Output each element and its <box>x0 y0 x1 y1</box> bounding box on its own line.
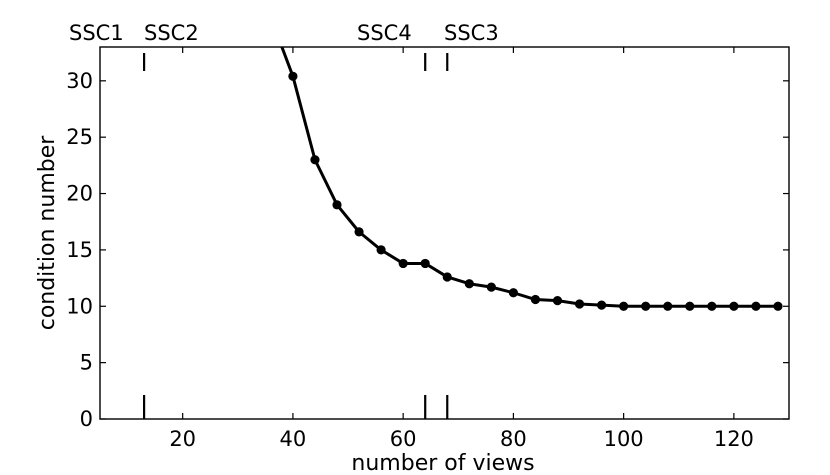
y-tick-label: 0 <box>80 407 93 431</box>
x-tick-label: 100 <box>604 427 644 451</box>
data-point <box>464 279 474 289</box>
plot-area <box>280 47 783 311</box>
data-point <box>332 200 342 210</box>
ssc-marker-ticks <box>142 53 449 419</box>
data-point <box>508 288 518 298</box>
data-point <box>354 227 364 237</box>
ssc-marker-label-ssc3: SSC3 <box>444 21 499 45</box>
data-point <box>685 301 695 311</box>
y-tick-label: 30 <box>66 69 93 93</box>
x-tick-label: 120 <box>714 427 754 451</box>
data-point <box>729 301 739 311</box>
series-line <box>280 47 778 308</box>
plot-frame <box>99 46 790 420</box>
tick-labels: 20 40 60 80 100 120 0 5 10 15 20 25 30 <box>66 69 754 451</box>
ssc-marker-label-ssc4: SSC4 <box>357 21 412 45</box>
data-point <box>310 155 320 165</box>
data-point <box>751 301 761 311</box>
y-tick-label: 10 <box>66 294 93 318</box>
y-tick-label: 25 <box>66 125 93 149</box>
data-point <box>773 301 783 311</box>
data-point <box>398 258 408 269</box>
x-tick-label: 20 <box>169 427 196 451</box>
ssc-marker-label-ssc2: SSC2 <box>144 21 199 45</box>
data-point <box>641 301 651 311</box>
data-point <box>619 301 629 311</box>
x-tick-label: 80 <box>500 427 527 451</box>
data-point <box>376 245 386 255</box>
data-point <box>574 299 585 309</box>
data-point <box>596 300 607 310</box>
x-tick-label: 40 <box>280 427 307 451</box>
data-point <box>707 301 717 311</box>
y-tick-label: 15 <box>66 238 93 262</box>
data-point <box>442 272 452 282</box>
y-tick-label: 20 <box>66 182 93 206</box>
ssc-marker-labels: SSC1 SSC2 SSC4 SSC3 <box>69 21 499 45</box>
ssc-marker-label-ssc1: SSC1 <box>69 21 124 45</box>
axis-ticks <box>100 47 789 420</box>
data-point <box>420 258 430 269</box>
data-point <box>552 296 563 306</box>
x-tick-label: 60 <box>390 427 417 451</box>
x-axis-label: number of views <box>351 451 534 475</box>
y-tick-label: 5 <box>80 351 93 375</box>
y-axis-label: condition number <box>35 135 60 331</box>
data-point <box>288 71 298 81</box>
data-point <box>530 294 541 305</box>
data-point <box>486 282 496 292</box>
data-point <box>663 301 673 311</box>
